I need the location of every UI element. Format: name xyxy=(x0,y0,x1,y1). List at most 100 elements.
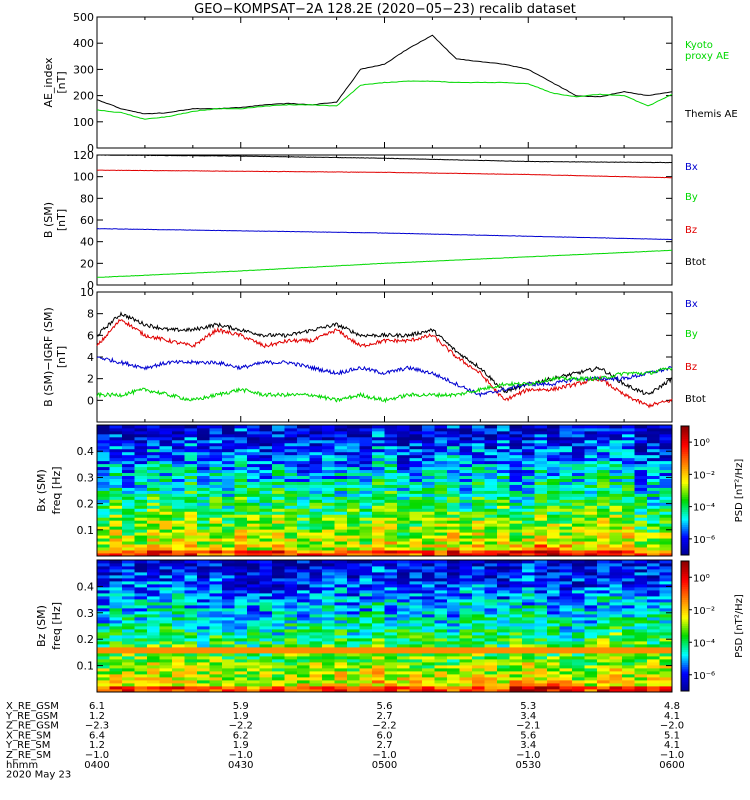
spectrogram-cell xyxy=(297,578,310,582)
spectrogram-cell xyxy=(572,656,585,660)
spectrogram-cell xyxy=(209,623,223,627)
spectrogram-cell xyxy=(459,553,473,557)
spectrogram-cell xyxy=(584,605,598,609)
spectrogram-cell xyxy=(397,590,410,594)
spectrogram-cell xyxy=(447,587,460,591)
spectrogram-cell xyxy=(622,674,635,678)
spectrogram-cell xyxy=(134,635,148,639)
spectrogram-cell xyxy=(597,505,610,509)
spectrogram-cell xyxy=(547,454,560,459)
spectrogram-cell xyxy=(134,505,148,509)
spectrogram-cell xyxy=(547,593,560,597)
spectrogram-cell xyxy=(547,550,560,554)
spectrogram-cell xyxy=(584,578,598,582)
spectrogram-cell xyxy=(497,662,510,666)
spectrogram-cell xyxy=(197,671,210,675)
spectrogram-cell xyxy=(334,599,348,603)
spectrogram-cell xyxy=(322,641,335,645)
spectrogram-cell xyxy=(397,460,410,465)
spectrogram-cell xyxy=(534,427,548,432)
spectrogram-cell xyxy=(147,605,160,609)
spectrogram-cell xyxy=(134,493,148,497)
spectrogram-cell xyxy=(234,572,248,576)
spectrogram-cell xyxy=(634,632,648,636)
spectrogram-cell xyxy=(497,463,510,468)
spectrogram-cell xyxy=(372,439,385,444)
spectrogram-cell xyxy=(234,650,248,654)
spectrogram-cell xyxy=(384,665,398,669)
spectrogram-cell xyxy=(172,442,185,447)
spectrogram-cell xyxy=(434,460,448,465)
spectrogram-cell xyxy=(659,635,673,639)
spectrogram-cell xyxy=(359,689,373,693)
spectrogram-cell xyxy=(597,484,610,488)
spectrogram-cell xyxy=(322,466,335,471)
spectrogram-cell xyxy=(209,677,223,681)
spectrogram-cell xyxy=(597,481,610,485)
spectrogram-cell xyxy=(647,605,660,609)
spectrogram-cell xyxy=(497,484,510,488)
spectrogram-cell xyxy=(259,608,273,612)
spectrogram-cell xyxy=(447,653,460,657)
spectrogram-cell xyxy=(284,575,298,579)
spectrogram-cell xyxy=(384,445,398,450)
spectrogram-cell xyxy=(534,581,548,585)
spectrogram-cell xyxy=(372,560,385,564)
spectrogram-cell xyxy=(347,490,360,494)
spectrogram-cell xyxy=(659,475,673,479)
spectrogram-cell xyxy=(347,532,360,536)
spectrogram-cell xyxy=(147,553,160,557)
spectrogram-cell xyxy=(459,578,473,582)
spectrogram-cell xyxy=(222,650,235,654)
spectrogram-cell xyxy=(122,451,135,456)
spectrogram-cell xyxy=(609,683,623,687)
spectrogram-cell xyxy=(184,436,198,441)
spectrogram-cell xyxy=(559,427,573,432)
spectrogram-cell xyxy=(647,683,660,687)
spectrogram-cell xyxy=(347,632,360,636)
spectrogram-cell xyxy=(284,593,298,597)
spectrogram-cell xyxy=(484,472,498,477)
spectrogram-cell xyxy=(197,587,210,591)
spectrogram-cell xyxy=(572,614,585,618)
spectrogram-cell xyxy=(97,535,110,539)
spectrogram-cell xyxy=(247,683,260,687)
spectrogram-cell xyxy=(609,653,623,657)
spectrogram-cell xyxy=(609,472,623,477)
spectrogram-cell xyxy=(284,671,298,675)
spectrogram-cell xyxy=(484,587,498,591)
spectrogram-cell xyxy=(597,544,610,548)
spectrogram-cell xyxy=(484,451,498,456)
spectrogram-cell xyxy=(97,632,110,636)
spectrogram-cell xyxy=(434,653,448,657)
spectrogram-cell xyxy=(134,581,148,585)
spectrogram-cell xyxy=(522,593,535,597)
spectrogram-cell xyxy=(509,439,523,444)
spectrogram-cell xyxy=(472,439,485,444)
spectrogram-cell xyxy=(497,677,510,681)
y-axis-label: Bx (SM) xyxy=(35,469,48,512)
spectrogram-cell xyxy=(459,541,473,545)
spectrogram-cell xyxy=(309,439,323,444)
spectrogram-cell xyxy=(509,514,523,518)
spectrogram-cell xyxy=(372,599,385,603)
spectrogram-cell xyxy=(434,590,448,594)
spectrogram-cell xyxy=(334,505,348,509)
spectrogram-cell xyxy=(247,608,260,612)
y-axis-label: B (SM) xyxy=(42,202,55,238)
spectrogram-cell xyxy=(347,517,360,521)
spectrogram-cell xyxy=(647,668,660,672)
spectrogram-cell xyxy=(347,436,360,441)
spectrogram-cell xyxy=(372,689,385,693)
spectrogram-cell xyxy=(384,535,398,539)
spectrogram-cell xyxy=(584,671,598,675)
spectrogram-cell xyxy=(259,532,273,536)
spectrogram-cell xyxy=(647,460,660,465)
spectrogram-cell xyxy=(147,472,160,477)
spectrogram-cell xyxy=(234,427,248,432)
colorbar-cell xyxy=(681,479,689,483)
spectrogram-cell xyxy=(447,499,460,503)
spectrogram-cell xyxy=(472,662,485,666)
spectrogram-cell xyxy=(397,526,410,530)
spectrogram-cell xyxy=(509,493,523,497)
